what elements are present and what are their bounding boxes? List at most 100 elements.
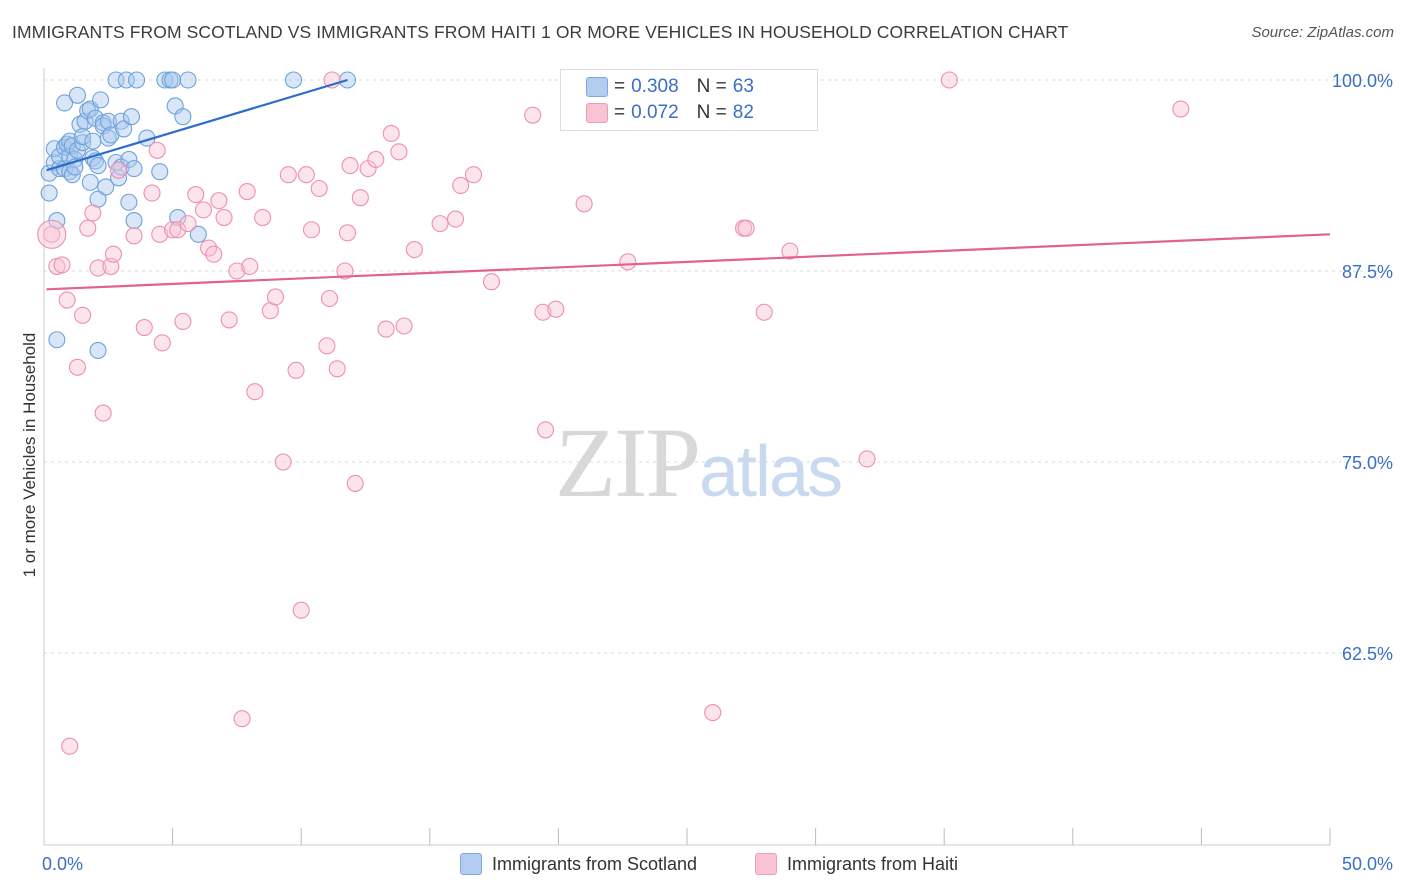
scotland-point <box>89 341 107 360</box>
scotland-point <box>122 108 140 126</box>
haiti-point <box>297 166 315 184</box>
haiti-point <box>205 245 223 263</box>
chart-title: IMMIGRANTS FROM SCOTLAND VS IMMIGRANTS F… <box>12 22 1069 42</box>
axes <box>43 68 1331 846</box>
scotland-point <box>99 112 117 130</box>
haiti-point <box>858 450 876 468</box>
haiti-point <box>241 257 259 275</box>
scotland-point <box>128 71 146 89</box>
haiti-point <box>377 320 395 338</box>
series-legend-scotland: Immigrants from Scotland <box>460 852 697 876</box>
haiti-point <box>524 106 542 124</box>
haiti-point <box>575 195 593 213</box>
haiti-point <box>320 289 339 308</box>
haiti-point <box>61 737 79 755</box>
haiti-point <box>619 253 637 271</box>
y-tick-label: 100.0% <box>1332 71 1393 91</box>
haiti-point <box>292 601 310 619</box>
scotland-point <box>189 225 207 243</box>
haiti-point <box>464 166 483 184</box>
scotland-point <box>84 132 102 150</box>
haiti-point <box>431 215 449 233</box>
haiti-point <box>194 201 213 219</box>
haiti-point <box>43 225 61 243</box>
haiti-point <box>37 219 67 249</box>
series-swatch-scotland <box>460 853 482 875</box>
haiti-point <box>341 157 359 175</box>
haiti-point <box>148 141 166 159</box>
haiti-point <box>79 219 97 237</box>
haiti-point <box>104 245 122 263</box>
scotland-point <box>151 163 169 181</box>
haiti-point <box>318 337 336 355</box>
scotland-point <box>92 91 110 109</box>
haiti-point <box>704 704 722 722</box>
haiti-point <box>310 179 328 198</box>
scotland-point <box>117 71 135 89</box>
haiti-point <box>737 219 755 237</box>
haiti-point <box>187 186 205 204</box>
haiti-point <box>58 291 76 309</box>
legend-r-value: 0.308 <box>631 76 679 97</box>
scotland-point <box>174 108 192 126</box>
scotland-trend-line <box>46 78 348 172</box>
source-label: Source: ZipAtlas.com <box>1251 24 1394 41</box>
haiti-point <box>452 176 470 194</box>
haiti-point <box>274 453 292 471</box>
haiti-point <box>446 210 465 228</box>
haiti-point <box>266 288 285 306</box>
watermark: ZIPatlas <box>555 405 843 520</box>
haiti-point <box>169 221 187 239</box>
haiti-point <box>1172 100 1190 118</box>
trend-lines <box>46 78 1331 291</box>
gridlines <box>44 79 1390 654</box>
scotland-point <box>125 212 143 230</box>
y-tick-label: 62.5% <box>1342 644 1393 664</box>
scotland-point <box>99 129 117 147</box>
legend-n-label: N = <box>696 102 727 123</box>
scotland-point <box>164 71 182 89</box>
haiti-point <box>940 71 958 89</box>
haiti-point <box>390 143 408 161</box>
tick-labels: 100.0% 87.5% 75.0% 62.5% 0.0% 50.0% <box>42 71 1393 874</box>
haiti-point <box>53 256 71 274</box>
haiti-point <box>89 259 107 277</box>
haiti-point <box>233 710 251 728</box>
haiti-point <box>84 204 102 222</box>
legend-r-value: 0.072 <box>631 102 679 123</box>
scotland-point <box>48 331 66 349</box>
y-tick-label: 75.0% <box>1342 453 1393 473</box>
haiti-trend-line <box>46 233 1331 291</box>
haiti-point <box>110 161 128 179</box>
scotland-point <box>81 173 99 191</box>
series-swatch-haiti <box>755 853 777 875</box>
haiti-point <box>755 303 773 321</box>
legend-n-label: N = <box>696 76 727 97</box>
haiti-point <box>287 361 305 379</box>
haiti-point <box>328 360 346 378</box>
haiti-point <box>215 208 233 227</box>
watermark-zip: ZIP <box>555 407 701 518</box>
legend-n-value: 63 <box>732 76 754 97</box>
haiti-point <box>351 189 369 207</box>
haiti-point <box>395 317 413 335</box>
series-label-haiti: Immigrants from Haiti <box>787 853 959 874</box>
haiti-point <box>246 383 264 401</box>
haiti-point <box>336 262 354 280</box>
scotland-point <box>125 160 143 178</box>
haiti-point <box>74 306 92 324</box>
haiti-point <box>302 221 321 239</box>
series-legend-haiti: Immigrants from Haiti <box>755 852 958 876</box>
haiti-point <box>534 303 552 321</box>
scotland-point <box>179 71 197 89</box>
haiti-point <box>228 262 246 280</box>
haiti-point <box>68 358 86 376</box>
scotland-point <box>284 71 303 89</box>
scotland-point <box>56 94 74 112</box>
haiti-point <box>346 474 364 492</box>
haiti-point <box>164 221 182 239</box>
haiti-point <box>153 334 171 352</box>
scotland-point <box>89 157 107 175</box>
haiti-point <box>367 150 385 169</box>
